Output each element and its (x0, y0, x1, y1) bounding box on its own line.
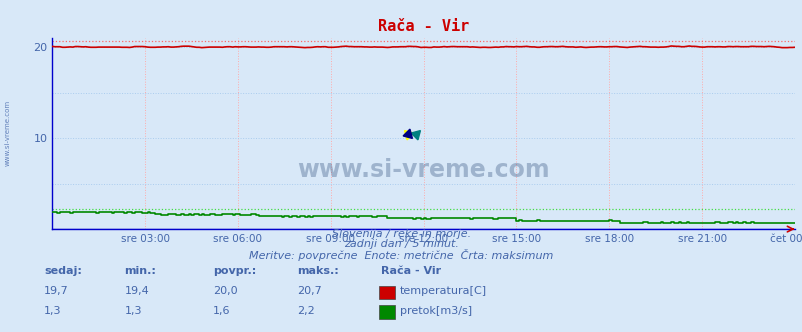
Text: min.:: min.: (124, 266, 156, 276)
Text: zadnji dan / 5 minut.: zadnji dan / 5 minut. (343, 239, 459, 249)
Title: Rača - Vir: Rača - Vir (378, 19, 468, 34)
Text: 1,3: 1,3 (44, 306, 62, 316)
Text: Slovenija / reke in morje.: Slovenija / reke in morje. (331, 229, 471, 239)
Text: 2,2: 2,2 (297, 306, 314, 316)
Text: 1,6: 1,6 (213, 306, 230, 316)
Text: povpr.:: povpr.: (213, 266, 256, 276)
Text: sedaj:: sedaj: (44, 266, 82, 276)
Text: www.si-vreme.com: www.si-vreme.com (5, 100, 11, 166)
Text: www.si-vreme.com: www.si-vreme.com (297, 158, 549, 182)
Text: 20,7: 20,7 (297, 286, 322, 296)
Text: 20,0: 20,0 (213, 286, 237, 296)
Text: Rača - Vir: Rača - Vir (381, 266, 441, 276)
Text: 19,7: 19,7 (44, 286, 69, 296)
Text: pretok[m3/s]: pretok[m3/s] (399, 306, 472, 316)
Text: 19,4: 19,4 (124, 286, 149, 296)
Text: maks.:: maks.: (297, 266, 338, 276)
Text: temperatura[C]: temperatura[C] (399, 286, 486, 296)
Text: 1,3: 1,3 (124, 306, 142, 316)
Text: Meritve: povprečne  Enote: metrične  Črta: maksimum: Meritve: povprečne Enote: metrične Črta:… (249, 249, 553, 261)
